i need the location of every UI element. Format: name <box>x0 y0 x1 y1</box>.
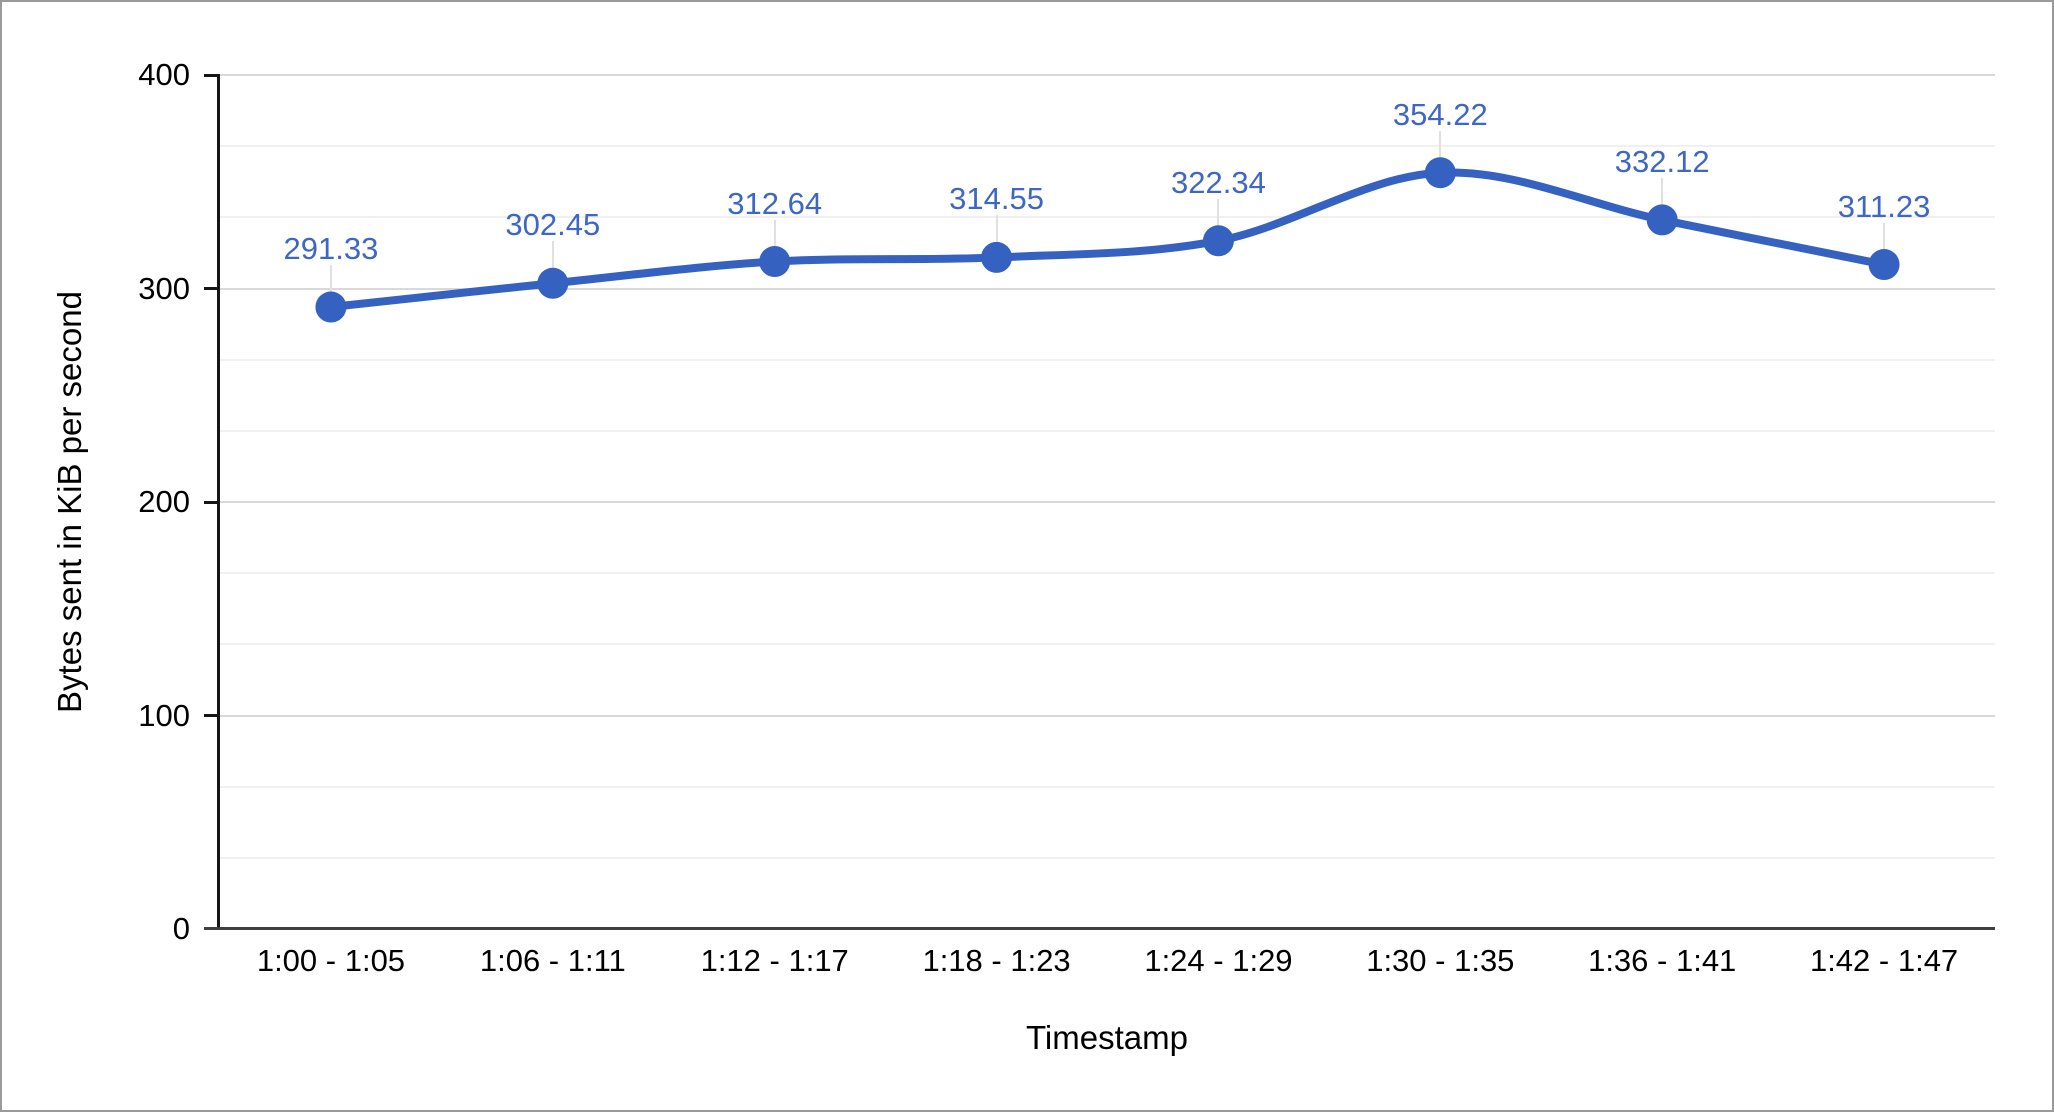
data-label-leader <box>1883 222 1886 263</box>
y-tick-label: 400 <box>138 57 190 92</box>
x-tick-label: 1:30 - 1:35 <box>1366 943 1515 978</box>
y-tick-label: 300 <box>138 270 190 306</box>
gridline-minor <box>220 856 1995 859</box>
gridline-minor <box>220 429 1995 432</box>
x-tick-label: 1:00 - 1:05 <box>256 943 406 978</box>
data-label-leader <box>1661 177 1664 218</box>
data-point-label: 354.22 <box>1392 96 1488 132</box>
gridline-minor <box>220 643 1995 646</box>
gridline-minor <box>220 572 1995 575</box>
data-label-leader <box>1439 130 1442 171</box>
x-axis-title: Timestamp <box>1026 1019 1188 1056</box>
gridline-major <box>220 714 1995 717</box>
data-point-label: 332.12 <box>1614 143 1710 179</box>
data-point-label: 322.34 <box>1171 164 1266 200</box>
y-tick-mark <box>204 287 220 290</box>
y-axis-title: Bytes sent in KiB per second <box>51 291 88 713</box>
x-axis-line <box>204 927 1995 930</box>
data-point-label: 291.33 <box>283 231 379 266</box>
y-tick-label: 100 <box>138 697 190 733</box>
x-tick-label: 1:06 - 1:11 <box>479 943 626 978</box>
x-tick-label: 1:12 - 1:17 <box>700 943 849 978</box>
y-tick-mark <box>204 500 220 504</box>
y-tick-mark <box>204 73 220 77</box>
x-tick-label: 1:24 - 1:29 <box>1144 943 1293 978</box>
x-tick-label: 1:36 - 1:41 <box>1588 943 1737 978</box>
gridline-minor <box>220 358 1995 361</box>
data-point-label: 314.55 <box>949 181 1044 217</box>
data-label-leader <box>551 241 554 282</box>
gridline-major <box>220 501 1995 503</box>
data-point-label: 312.64 <box>727 185 823 221</box>
y-tick-mark <box>204 714 220 717</box>
gridline-major <box>220 287 1995 290</box>
data-point-label: 302.45 <box>505 207 601 243</box>
x-tick-label: 1:42 - 1:47 <box>1809 943 1959 978</box>
gridline-minor <box>220 145 1995 148</box>
gridline-major <box>220 74 1995 76</box>
y-tick-label: 200 <box>138 484 190 519</box>
data-label-leader <box>1217 198 1220 239</box>
data-label-leader <box>995 215 998 256</box>
gridline-minor <box>220 785 1995 788</box>
x-tick-label: 1:18 - 1:23 <box>922 943 1071 978</box>
data-label-leader <box>329 265 332 305</box>
data-label-leader <box>773 219 776 260</box>
y-tick-label: 0 <box>172 911 190 946</box>
data-point-label: 311.23 <box>1837 188 1931 224</box>
